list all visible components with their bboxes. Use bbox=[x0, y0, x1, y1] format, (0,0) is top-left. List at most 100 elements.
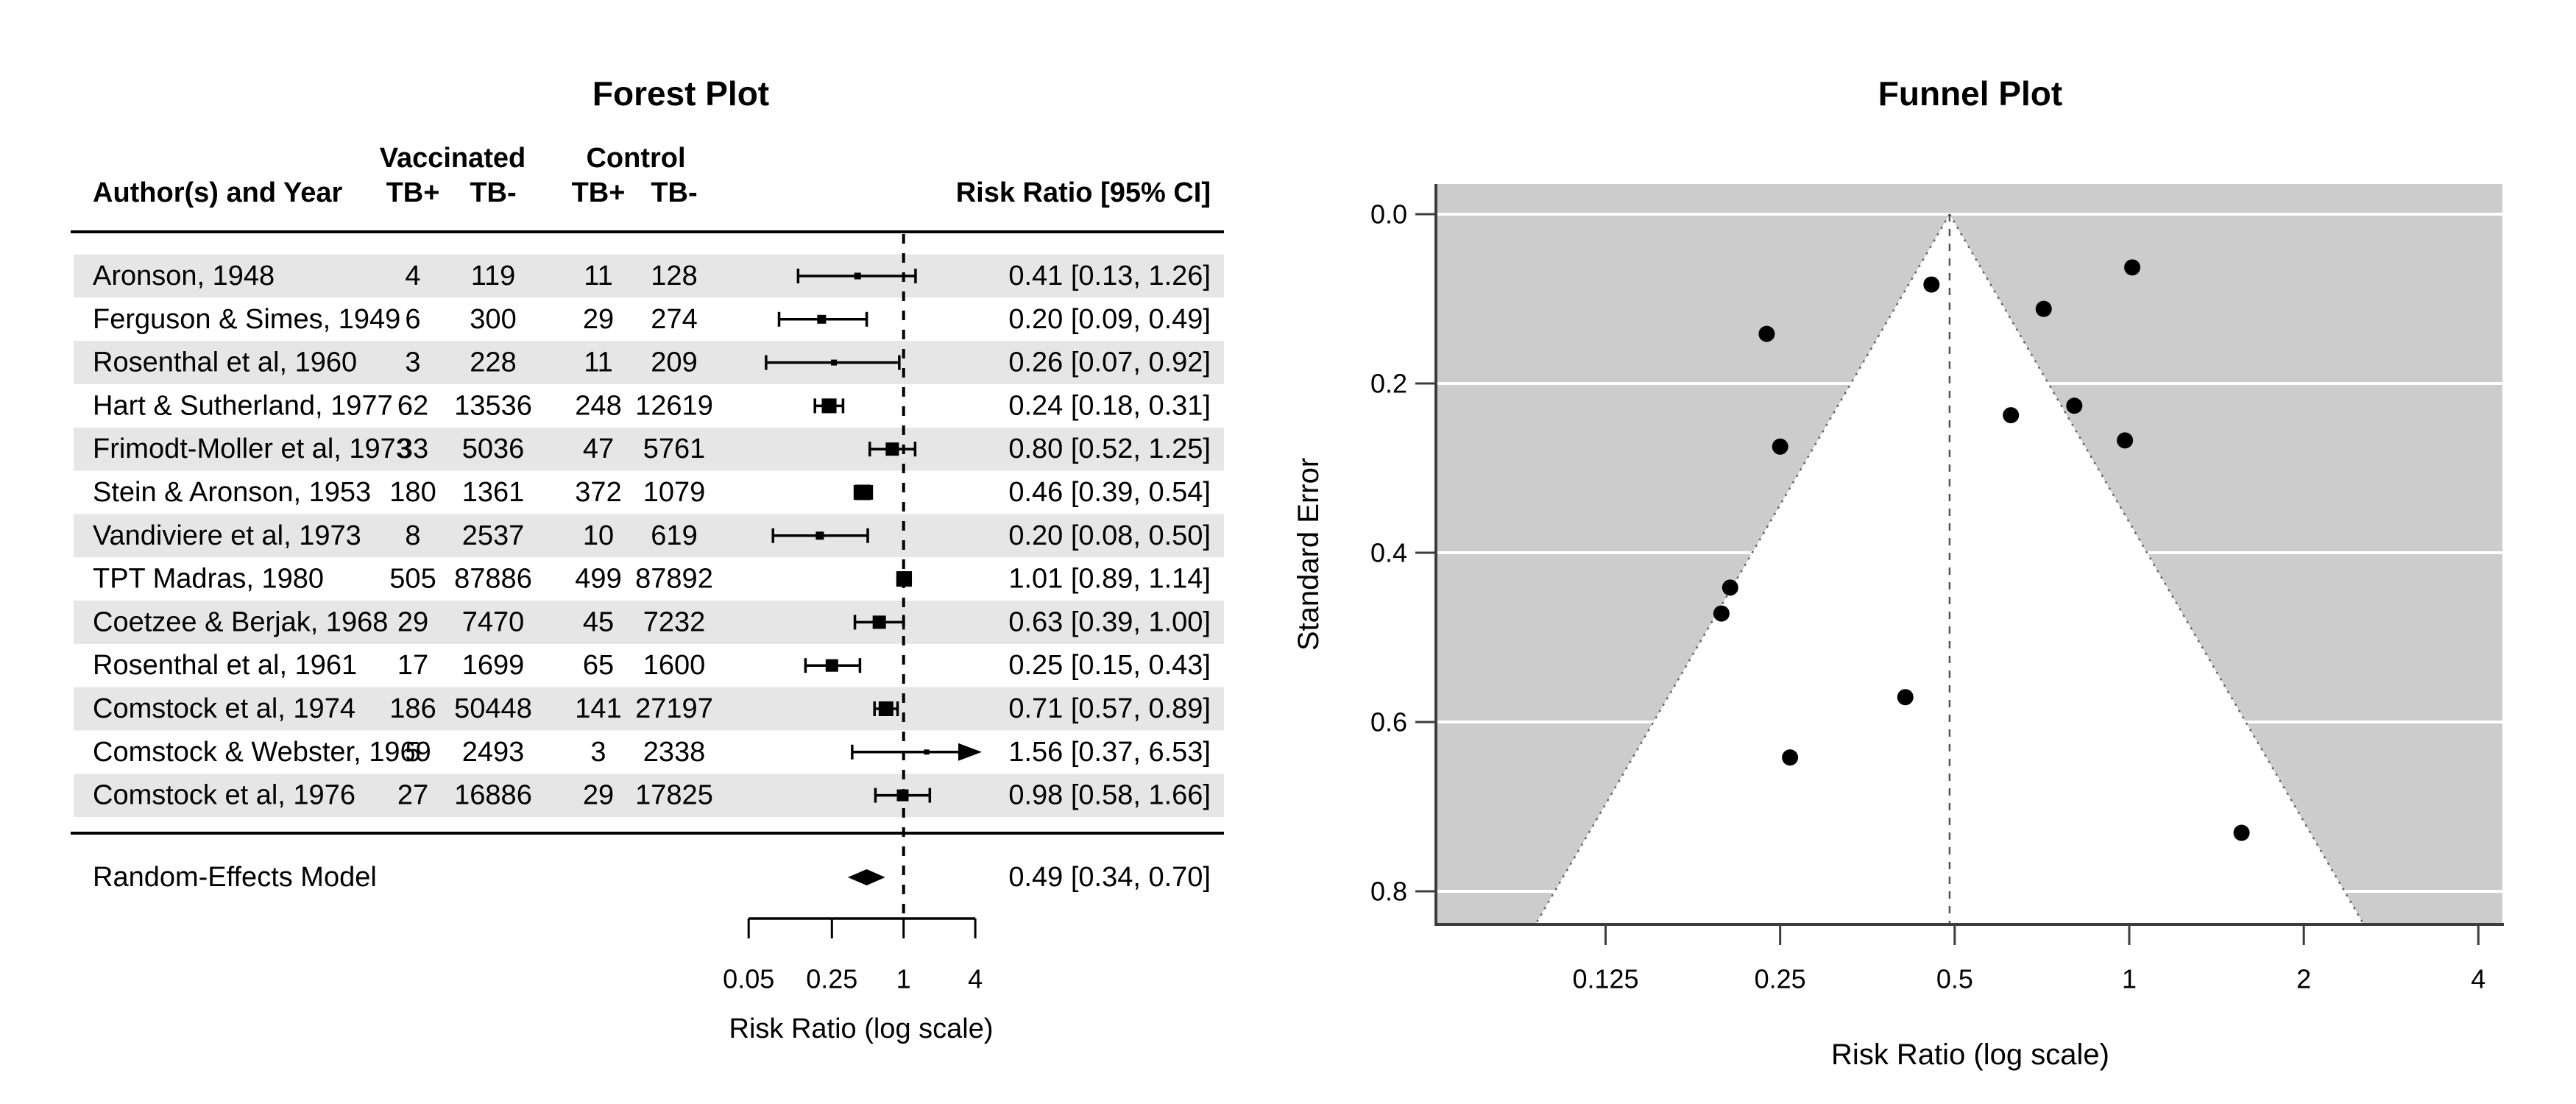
funnel-point bbox=[2124, 259, 2141, 276]
forest-row: Vandiviere et al, 1973 8 2537 10 619 0.20 [0.… bbox=[93, 520, 1211, 551]
effect-square bbox=[878, 701, 894, 716]
forest-row: Comstock et al, 1974 186 50448 141 27197 0.71… bbox=[93, 693, 1211, 724]
effect-label: 0.20 [0.08, 0.50] bbox=[1008, 520, 1211, 551]
funnel-edge-left bbox=[1535, 213, 1951, 925]
cell-value: 499 bbox=[575, 564, 621, 595]
effect-square bbox=[854, 272, 861, 280]
col-subheader: TB- bbox=[651, 177, 697, 208]
forest-row: TPT Madras, 1980 505 87886 499 87892 1.01 [0.… bbox=[93, 564, 1211, 595]
author-label: Aronson, 1948 bbox=[93, 261, 275, 291]
author-label: Frimodt-Moller et al, 1973 bbox=[93, 434, 411, 464]
cell-value: 17 bbox=[397, 650, 428, 681]
row-stripe bbox=[74, 427, 1224, 471]
funnel-point bbox=[1923, 276, 1940, 293]
x-tick-label: 2 bbox=[2296, 964, 2311, 994]
author-label: Rosenthal et al, 1960 bbox=[93, 347, 357, 378]
x-tick-label: 4 bbox=[2471, 964, 2485, 994]
funnel-point bbox=[1713, 605, 1730, 622]
cell-value: 87886 bbox=[454, 564, 532, 595]
effect-square bbox=[817, 314, 827, 324]
effect-label: 0.41 [0.13, 1.26] bbox=[1008, 261, 1211, 291]
effect-square bbox=[825, 659, 838, 672]
cell-value: 50448 bbox=[454, 693, 532, 724]
forest-row: Rosenthal et al, 1960 3 228 11 209 0.26 [0.07… bbox=[93, 347, 1211, 378]
col-header-control: Control bbox=[586, 143, 685, 174]
author-label: Ferguson & Simes, 1949 bbox=[93, 304, 400, 335]
row-stripe bbox=[74, 254, 1224, 298]
cell-value: 29 bbox=[583, 304, 614, 335]
cell-value: 5761 bbox=[643, 434, 706, 464]
y-tick-label: 0.8 bbox=[1370, 877, 1407, 907]
forest-plot: Forest Plot Vaccinated Control Author(s)… bbox=[71, 74, 1224, 1044]
row-stripe bbox=[74, 514, 1224, 558]
effect-label: 0.46 [0.39, 0.54] bbox=[1008, 477, 1211, 508]
effect-label: 0.25 [0.15, 0.43] bbox=[1008, 650, 1211, 681]
funnel-point bbox=[2035, 300, 2052, 317]
effect-label: 0.24 [0.18, 0.31] bbox=[1008, 390, 1211, 421]
effect-label: 0.26 [0.07, 0.92] bbox=[1008, 347, 1211, 378]
effect-label: 0.63 [0.39, 1.00] bbox=[1008, 606, 1211, 637]
x-tick-label: 1 bbox=[896, 964, 911, 994]
funnel-point bbox=[2066, 397, 2083, 414]
cell-value: 47 bbox=[583, 434, 614, 464]
cell-value: 619 bbox=[651, 520, 697, 551]
cell-value: 12619 bbox=[635, 390, 713, 421]
summary-diamond bbox=[847, 869, 885, 885]
forest-row: Hart & Sutherland, 1977 62 13536 248 12619 0.… bbox=[93, 390, 1211, 421]
funnel-yaxis-label: Standard Error bbox=[1292, 458, 1325, 651]
x-tick-label: 0.5 bbox=[1936, 964, 1973, 994]
cell-value: 128 bbox=[651, 261, 697, 291]
effect-square bbox=[872, 615, 886, 629]
cell-value: 3 bbox=[405, 347, 420, 378]
x-tick-label: 0.125 bbox=[1572, 964, 1638, 994]
forest-row: Coetzee & Berjak, 1968 29 7470 45 7232 0.63 [… bbox=[93, 606, 1211, 637]
cell-value: 27197 bbox=[635, 693, 713, 724]
row-stripe bbox=[74, 601, 1224, 644]
cell-value: 7470 bbox=[462, 606, 525, 637]
cell-value: 29 bbox=[583, 780, 614, 811]
cell-value: 27 bbox=[397, 780, 428, 811]
arrow-right-icon bbox=[958, 743, 982, 761]
cell-value: 209 bbox=[651, 347, 697, 378]
cell-value: 1600 bbox=[643, 650, 706, 681]
y-tick-label: 0.2 bbox=[1370, 369, 1407, 399]
author-label: Hart & Sutherland, 1977 bbox=[93, 390, 393, 421]
cell-value: 119 bbox=[471, 261, 516, 291]
cell-value: 17825 bbox=[635, 780, 713, 811]
cell-value: 1361 bbox=[462, 477, 525, 508]
summary-label: Random-Effects Model bbox=[93, 862, 377, 893]
x-tick-label: 0.05 bbox=[723, 964, 774, 994]
cell-value: 300 bbox=[470, 304, 516, 335]
forest-title: Forest Plot bbox=[592, 74, 769, 113]
col-subheader: TB- bbox=[470, 177, 516, 208]
forest-row: Stein & Aronson, 1953 180 1361 372 1079 0.46 … bbox=[93, 477, 1211, 508]
cell-value: 65 bbox=[583, 650, 614, 681]
effect-square bbox=[924, 749, 930, 755]
forest-row: Aronson, 1948 4 119 11 128 0.41 [0.13, 1.26] bbox=[93, 261, 1211, 291]
cell-value: 13536 bbox=[454, 390, 532, 421]
col-header-effect: Risk Ratio [95% CI] bbox=[956, 177, 1211, 208]
cell-value: 4 bbox=[405, 261, 420, 291]
funnel-point bbox=[1897, 689, 1914, 706]
author-label: Coetzee & Berjak, 1968 bbox=[93, 606, 388, 637]
forest-row: Rosenthal et al, 1961 17 1699 65 1600 0.25 [0… bbox=[93, 650, 1211, 681]
col-header-vaccinated: Vaccinated bbox=[380, 143, 526, 174]
forest-xaxis-label: Risk Ratio (log scale) bbox=[729, 1013, 994, 1044]
funnel-point bbox=[1722, 579, 1738, 596]
col-subheader: TB+ bbox=[386, 177, 440, 208]
effect-square bbox=[831, 359, 838, 366]
x-tick-label: 0.25 bbox=[1755, 964, 1806, 994]
cell-value: 1079 bbox=[643, 477, 706, 508]
funnel-point bbox=[2233, 824, 2250, 841]
cell-value: 141 bbox=[575, 693, 621, 724]
funnel-point bbox=[1782, 749, 1799, 766]
cell-value: 16886 bbox=[454, 780, 532, 811]
funnel-edge-right bbox=[1948, 213, 2365, 925]
cell-value: 228 bbox=[470, 347, 516, 378]
effect-label: 0.80 [0.52, 1.25] bbox=[1008, 434, 1211, 464]
author-label: Comstock et al, 1976 bbox=[93, 780, 355, 811]
author-label: Stein & Aronson, 1953 bbox=[93, 477, 371, 508]
author-label: Comstock et al, 1974 bbox=[93, 693, 355, 724]
